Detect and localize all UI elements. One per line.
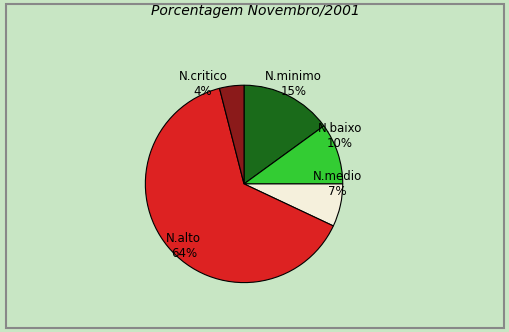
Text: N.medio
7%: N.medio 7% xyxy=(312,170,361,198)
Title: Porcentagem Novembro/2001: Porcentagem Novembro/2001 xyxy=(150,4,359,18)
Text: N.baixo
10%: N.baixo 10% xyxy=(317,122,361,150)
Text: N.critico
4%: N.critico 4% xyxy=(178,70,227,98)
Text: N.minimo
15%: N.minimo 15% xyxy=(264,70,321,98)
Wedge shape xyxy=(243,184,342,226)
Wedge shape xyxy=(219,85,243,184)
Wedge shape xyxy=(243,85,323,184)
Wedge shape xyxy=(145,88,333,283)
Text: N.alto
64%: N.alto 64% xyxy=(166,232,201,260)
Wedge shape xyxy=(243,126,342,184)
